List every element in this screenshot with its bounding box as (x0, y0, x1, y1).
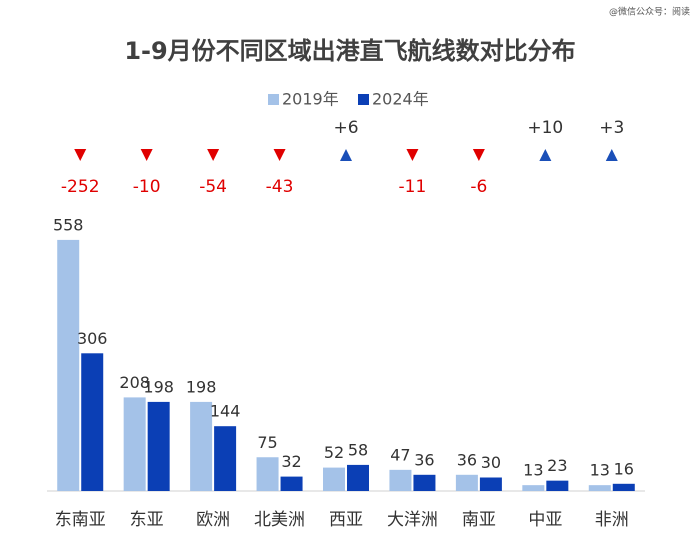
data-label: 198 (186, 377, 217, 396)
change-label: -6 (470, 177, 487, 197)
watermark: @微信公众号：阅读 (609, 6, 690, 18)
legend-label: 2019年 (282, 90, 339, 109)
up-triangle (340, 149, 352, 161)
data-label: 558 (53, 215, 84, 234)
bar (123, 397, 146, 491)
bar (57, 239, 80, 491)
change-label: +10 (527, 118, 563, 138)
change-label: -43 (266, 177, 294, 197)
data-label: 306 (77, 329, 108, 348)
x-tick-label: 南亚 (462, 510, 496, 530)
data-label: 16 (614, 459, 634, 478)
change-label: -54 (199, 177, 227, 197)
down-triangle (273, 149, 286, 161)
x-tick-label: 东南亚 (55, 510, 106, 530)
down-triangle (207, 149, 220, 161)
change-label: +3 (599, 118, 624, 138)
bar (147, 401, 170, 491)
bar (612, 483, 635, 491)
up-triangle (605, 149, 618, 161)
data-label: 23 (547, 456, 567, 475)
bar (455, 474, 478, 491)
bar (81, 353, 104, 491)
change-label: -11 (399, 177, 427, 197)
bar (214, 426, 237, 491)
data-label: 13 (590, 461, 610, 480)
x-tick-label: 西亚 (329, 510, 363, 530)
x-tick-label: 北美洲 (254, 510, 305, 530)
x-tick-label: 欧洲 (196, 510, 230, 530)
legend-swatch (358, 94, 369, 105)
x-tick-label: 中亚 (528, 510, 562, 530)
bar (546, 480, 569, 491)
data-label: 32 (281, 452, 301, 471)
bar (413, 474, 436, 491)
bar (588, 485, 611, 491)
bar (347, 464, 369, 491)
data-label: 75 (257, 433, 277, 452)
bar (280, 476, 303, 491)
change-label: -10 (133, 177, 161, 197)
data-label: 13 (523, 461, 543, 480)
data-label: 198 (143, 377, 174, 396)
bar (190, 401, 213, 491)
data-label: 52 (324, 443, 344, 462)
data-label: 30 (481, 453, 501, 472)
bar (256, 457, 279, 491)
change-label: +6 (333, 118, 358, 138)
legend-swatch (268, 94, 279, 105)
bar (323, 467, 345, 491)
data-label: 58 (348, 440, 368, 459)
x-tick-label: 东亚 (130, 510, 164, 530)
chart-title: 1-9月份不同区域出港直飞航线数对比分布 (124, 37, 575, 65)
down-triangle (140, 149, 153, 161)
legend-label: 2024年 (372, 90, 429, 109)
data-label: 47 (390, 445, 410, 464)
x-tick-label: 非洲 (595, 510, 629, 530)
up-triangle (539, 149, 552, 161)
bar (479, 477, 502, 491)
down-triangle (406, 149, 419, 161)
data-label: 36 (414, 450, 434, 469)
down-triangle (472, 149, 485, 161)
data-label: 144 (210, 402, 241, 421)
bar (389, 469, 412, 491)
x-tick-label: 大洋洲 (387, 510, 438, 530)
data-label: 208 (119, 373, 150, 392)
change-label: -252 (61, 177, 100, 197)
bar (522, 485, 545, 491)
data-label: 36 (457, 450, 477, 469)
down-triangle (74, 149, 87, 161)
